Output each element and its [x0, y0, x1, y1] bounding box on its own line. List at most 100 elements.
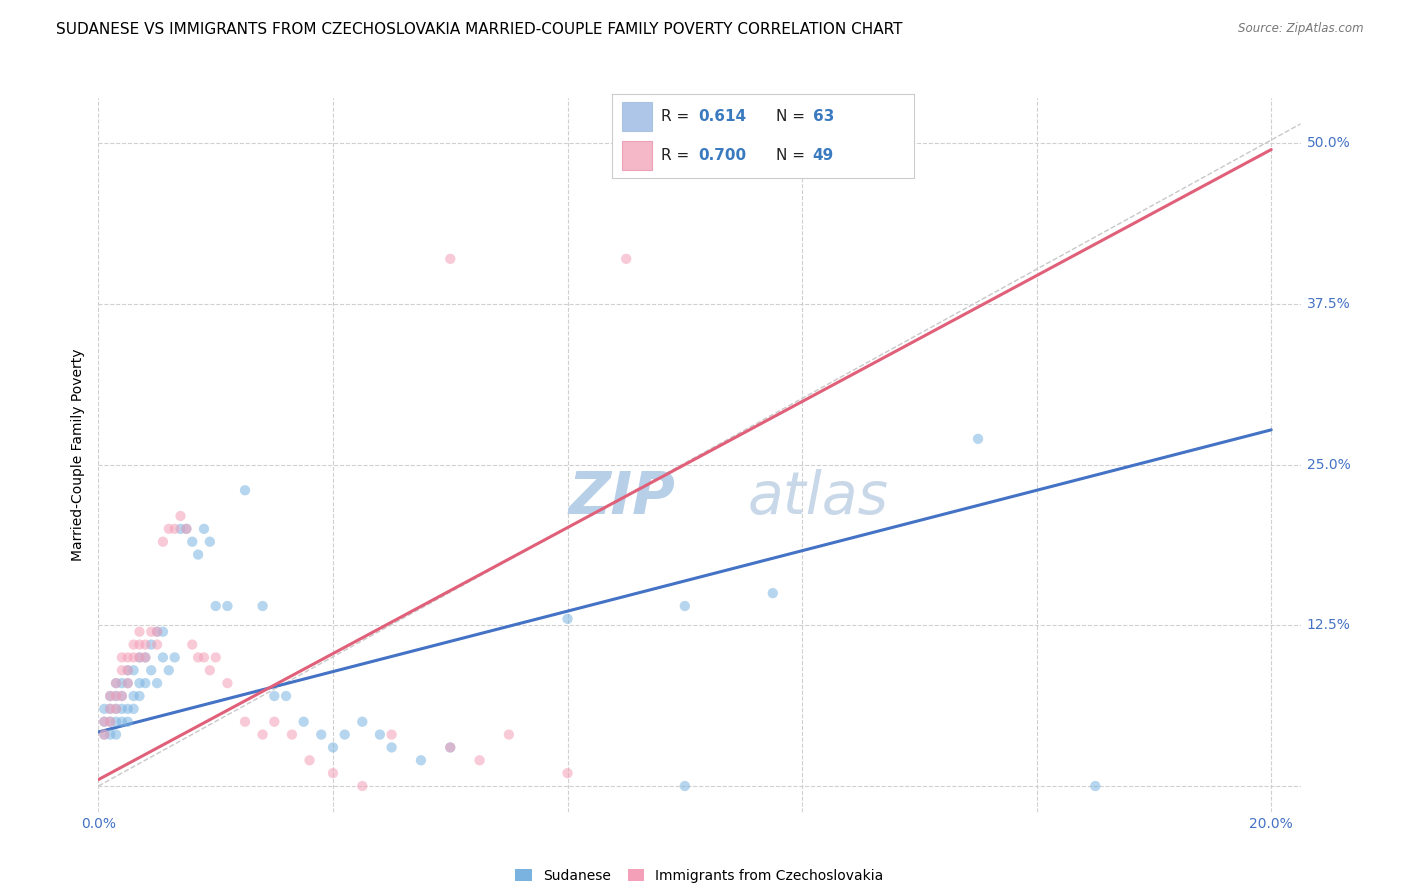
Point — [557, 766, 579, 780]
Point — [141, 638, 163, 652]
Point — [105, 728, 128, 742]
Point — [111, 714, 134, 729]
Y-axis label: Married-Couple Family Poverty: Married-Couple Family Poverty — [72, 349, 86, 561]
Point — [117, 663, 139, 677]
Point — [105, 702, 128, 716]
Point — [122, 638, 145, 652]
Point — [252, 728, 274, 742]
Point — [217, 599, 239, 613]
Point — [233, 483, 256, 498]
Point — [252, 599, 274, 613]
Point — [498, 728, 520, 742]
Text: 12.5%: 12.5% — [1306, 618, 1350, 632]
Point — [98, 728, 121, 742]
Point — [352, 714, 374, 729]
Text: 25.0%: 25.0% — [1306, 458, 1350, 472]
Point — [117, 676, 139, 690]
Point — [673, 779, 696, 793]
Point — [439, 252, 461, 266]
Text: N =: N = — [776, 109, 810, 124]
Point — [122, 702, 145, 716]
Point — [146, 624, 169, 639]
Point — [181, 534, 204, 549]
Point — [105, 714, 128, 729]
Text: 63: 63 — [813, 109, 834, 124]
Point — [281, 728, 304, 742]
Text: 0.700: 0.700 — [697, 148, 747, 163]
Point — [263, 689, 285, 703]
Point — [128, 650, 150, 665]
Point — [333, 728, 356, 742]
Point — [292, 714, 315, 729]
Text: ZIP: ZIP — [568, 469, 675, 526]
Point — [169, 508, 191, 523]
Point — [134, 638, 156, 652]
Point — [322, 766, 344, 780]
Point — [263, 714, 285, 729]
Point — [111, 676, 134, 690]
Point — [176, 522, 198, 536]
FancyBboxPatch shape — [623, 103, 652, 131]
Point — [98, 702, 121, 716]
Point — [439, 740, 461, 755]
Point — [381, 728, 404, 742]
Point — [93, 714, 115, 729]
Point — [352, 779, 374, 793]
Point — [122, 650, 145, 665]
Point — [105, 689, 128, 703]
Point — [217, 676, 239, 690]
Point — [274, 689, 297, 703]
Point — [117, 663, 139, 677]
Text: 49: 49 — [813, 148, 834, 163]
Point — [152, 534, 174, 549]
Point — [128, 689, 150, 703]
Point — [204, 650, 226, 665]
Text: 50.0%: 50.0% — [1306, 136, 1350, 150]
Point — [93, 728, 115, 742]
Point — [169, 522, 191, 536]
Point — [98, 689, 121, 703]
Legend: Sudanese, Immigrants from Czechoslovakia: Sudanese, Immigrants from Czechoslovakia — [512, 864, 887, 887]
Point — [93, 714, 115, 729]
Point — [198, 534, 221, 549]
Point — [117, 650, 139, 665]
Text: 0.614: 0.614 — [697, 109, 747, 124]
Point — [309, 728, 332, 742]
Text: 37.5%: 37.5% — [1306, 297, 1350, 310]
Point — [98, 714, 121, 729]
Text: Source: ZipAtlas.com: Source: ZipAtlas.com — [1239, 22, 1364, 36]
Point — [157, 663, 180, 677]
Point — [322, 740, 344, 755]
Point — [117, 676, 139, 690]
Point — [134, 650, 156, 665]
Text: R =: R = — [661, 148, 695, 163]
Point — [105, 689, 128, 703]
Point — [111, 689, 134, 703]
Point — [146, 638, 169, 652]
Point — [122, 663, 145, 677]
Point — [163, 650, 186, 665]
Point — [111, 663, 134, 677]
Point — [111, 650, 134, 665]
Point — [762, 586, 785, 600]
Point — [98, 702, 121, 716]
Point — [128, 638, 150, 652]
Point — [368, 728, 391, 742]
Point — [381, 740, 404, 755]
Point — [163, 522, 186, 536]
Point — [128, 676, 150, 690]
Point — [117, 714, 139, 729]
Point — [146, 676, 169, 690]
Point — [105, 676, 128, 690]
Point — [128, 624, 150, 639]
Point — [468, 753, 491, 767]
Text: N =: N = — [776, 148, 810, 163]
Point — [193, 650, 215, 665]
Point — [673, 599, 696, 613]
Point — [141, 663, 163, 677]
Point — [134, 650, 156, 665]
FancyBboxPatch shape — [623, 141, 652, 169]
Point — [117, 702, 139, 716]
Point — [198, 663, 221, 677]
Point — [557, 612, 579, 626]
